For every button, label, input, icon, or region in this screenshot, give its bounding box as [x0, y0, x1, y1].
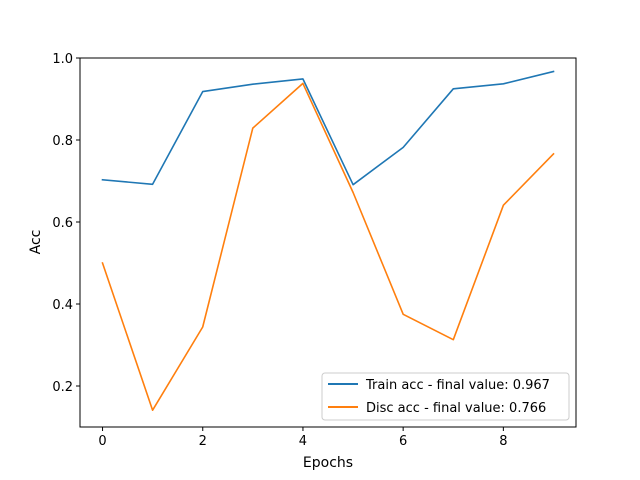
- legend-label-disc: Disc acc - final value: 0.766: [366, 401, 546, 416]
- y-tick-label: 0.8: [52, 134, 73, 149]
- y-axis-label: Acc: [28, 230, 44, 255]
- x-tick-label: 4: [299, 434, 307, 449]
- legend: Train acc - final value: 0.967 Disc acc …: [321, 372, 570, 421]
- legend-box: [321, 372, 570, 421]
- x-tick-label: 0: [98, 434, 106, 449]
- legend-label-train: Train acc - final value: 0.967: [365, 378, 550, 393]
- y-tick-label: 0.2: [52, 380, 73, 395]
- x-tick-label: 8: [499, 434, 507, 449]
- y-tick-label: 0.4: [52, 298, 73, 313]
- series-layer: [101, 70, 555, 412]
- y-tick-label: 1.0: [52, 52, 73, 67]
- x-axis-label: Epochs: [303, 455, 353, 471]
- series-line-1: [101, 82, 555, 412]
- series-line-0: [101, 70, 555, 186]
- x-tick-label: 2: [199, 434, 207, 449]
- plot-area: [80, 58, 576, 427]
- plot-frame: [79, 57, 577, 428]
- x-tick-label: 6: [399, 434, 407, 449]
- y-tick-label: 0.6: [52, 216, 73, 231]
- tick-layer: 0 2 4 6 8 0.2 0.4 0.6 0.8 1.0: [52, 52, 507, 449]
